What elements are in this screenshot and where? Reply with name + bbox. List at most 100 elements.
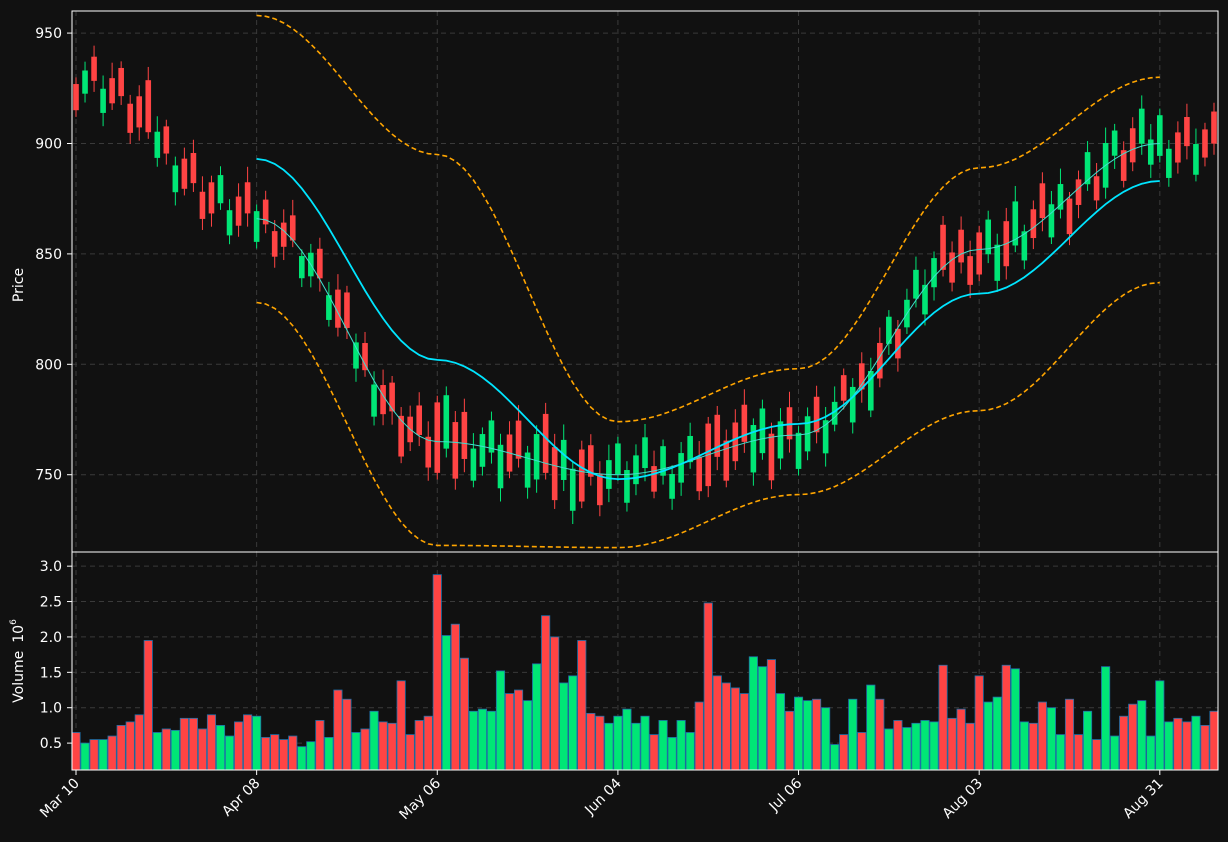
volume-bar: [568, 675, 578, 771]
candle-body: [696, 456, 702, 492]
candle-body: [362, 343, 368, 371]
volume-bar: [98, 739, 108, 771]
candle-body: [913, 269, 919, 299]
candle-body: [895, 328, 901, 359]
volume-bar: [215, 725, 226, 771]
volume-bar: [1037, 701, 1047, 771]
volume-bar: [1046, 707, 1056, 771]
candle-body: [298, 256, 305, 279]
volume-bar: [261, 737, 271, 771]
x-tick-label: Aug 31: [1120, 776, 1166, 822]
volume-bar: [252, 715, 262, 771]
volume-bar: [143, 640, 153, 771]
volume-bar: [1209, 710, 1219, 771]
volume-bar: [857, 732, 867, 771]
candle-body: [967, 256, 973, 285]
volume-bar: [920, 720, 930, 771]
volume-bar: [667, 737, 677, 771]
volume-bar: [1064, 698, 1075, 771]
candle-body: [398, 415, 404, 457]
candle-body: [777, 421, 784, 459]
volume-bar: [622, 708, 632, 771]
volume-bar: [1164, 721, 1174, 771]
candle-body: [1066, 198, 1073, 235]
candle-body: [163, 126, 170, 154]
candle-body: [931, 258, 937, 288]
candle-body: [1021, 231, 1028, 261]
volume-bar: [1200, 725, 1210, 771]
candle-body: [208, 182, 215, 214]
volume-bar: [703, 602, 713, 771]
candle-body: [371, 384, 377, 417]
volume-bar: [884, 728, 894, 771]
moving-average-fast: [256, 143, 1160, 476]
price-tick-label: 900: [35, 136, 62, 152]
volume-bar: [1110, 735, 1120, 771]
candle-body: [994, 244, 1001, 281]
volume-bar: [1146, 735, 1156, 771]
price-axis-label: Price: [11, 268, 27, 302]
candle-body: [289, 215, 296, 241]
volume-bar: [1001, 664, 1011, 771]
candle-body: [326, 295, 332, 320]
volume-bar: [541, 615, 551, 771]
volume-panel-frame: [71, 551, 1219, 771]
candle-body: [235, 196, 242, 226]
volume-bar: [766, 659, 776, 771]
volume-y-axis: 0.5 1.0 1.5 2.0 2.5 3.0: [40, 559, 72, 752]
candle-body: [1147, 139, 1154, 165]
volume-bar: [956, 708, 966, 771]
candle-body: [145, 80, 152, 133]
volume-bar: [441, 635, 451, 771]
candle-body: [849, 386, 856, 423]
candle-body: [127, 103, 133, 133]
volume-axis-label: Volume 106: [9, 619, 27, 703]
candle-body: [1084, 152, 1091, 185]
volume-bar: [306, 741, 316, 771]
volume-bar: [116, 725, 126, 771]
candle-body: [615, 443, 621, 475]
candle-body: [262, 199, 269, 225]
volume-bar: [550, 636, 560, 771]
candle-body: [353, 342, 359, 369]
volume-bar: [333, 689, 343, 771]
x-tick-label: Jul 06: [766, 775, 806, 815]
x-tick-label: Mar 10: [37, 776, 83, 822]
volume-bar: [748, 656, 758, 771]
candle-body: [958, 229, 964, 263]
candle-body: [822, 420, 829, 454]
volume-tick-label: 0.5: [40, 736, 62, 752]
volume-bar: [1191, 715, 1201, 771]
price-y-axis: 750 800 850 900 950: [35, 26, 72, 484]
candle-body: [217, 175, 224, 204]
candle-body: [1048, 204, 1055, 238]
candle-body: [1202, 129, 1208, 158]
volume-bar: [297, 746, 307, 771]
volume-bar: [866, 684, 876, 771]
volume-bar: [369, 710, 379, 771]
candle-body: [940, 224, 946, 270]
volume-bar: [125, 721, 135, 771]
volume-bar: [532, 663, 542, 771]
candle-body: [840, 375, 847, 401]
candlestick-series: [73, 45, 1217, 525]
candle-body: [741, 404, 748, 442]
price-tick-label: 800: [35, 357, 62, 373]
volume-bar: [938, 664, 948, 771]
volume-bar: [577, 640, 587, 771]
volume-bar: [893, 720, 903, 771]
volume-bar: [1101, 666, 1111, 771]
candle-body: [597, 474, 603, 506]
volume-bar: [685, 732, 695, 771]
candle-body: [118, 67, 124, 97]
price-grid: [72, 11, 1218, 552]
candle-body: [479, 434, 486, 467]
candle-body: [461, 411, 468, 459]
volume-bar: [821, 707, 831, 771]
candle-body: [280, 222, 287, 247]
volume-bar: [712, 675, 722, 771]
volume-bar: [1137, 700, 1147, 771]
volume-bar: [604, 722, 614, 771]
price-tick-label: 750: [35, 468, 62, 484]
volume-bar: [80, 742, 90, 771]
